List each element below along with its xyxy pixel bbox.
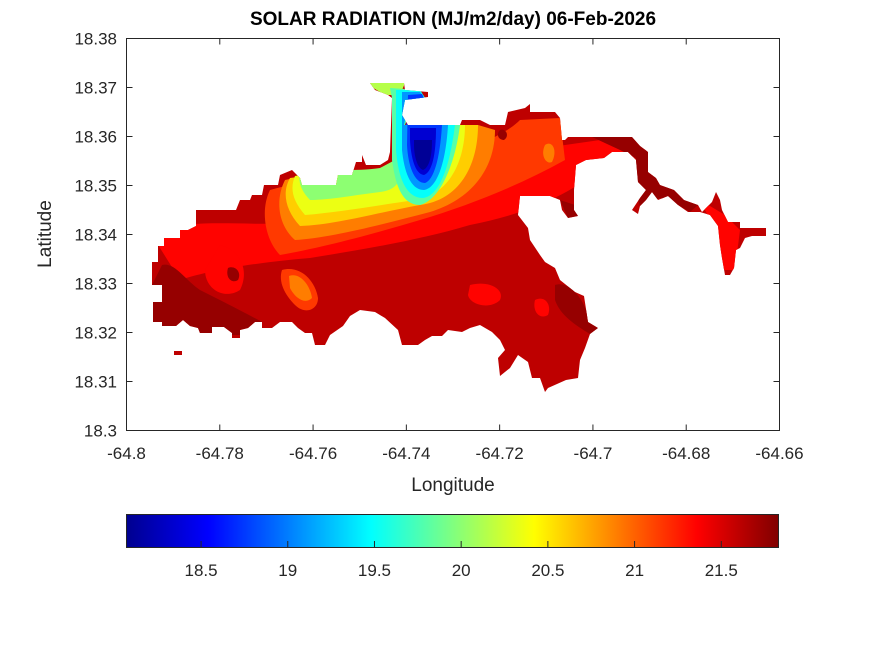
y-tick-label: 18.34 (74, 226, 117, 245)
y-tick-label: 18.32 (74, 324, 117, 343)
x-tick-label: -64.68 (662, 444, 710, 463)
band-core (414, 140, 432, 170)
y-tick-label: 18.31 (74, 373, 117, 392)
band-red-south2 (534, 298, 550, 317)
x-axis: -64.8 -64.78 -64.76 -64.74 -64.72 -64.7 -64.68… (107, 38, 804, 463)
y-tick-label: 18.37 (74, 79, 117, 98)
band-red-south (468, 283, 501, 306)
band-dark-spot-2 (497, 129, 507, 140)
band-darkest-ne2 (560, 200, 578, 218)
y-tick-label: 18.36 (74, 128, 117, 147)
land-region (152, 83, 766, 392)
y-tick-label: 18.35 (74, 177, 117, 196)
colorbar-tick-label: 18.5 (185, 561, 218, 580)
band-orange-east (543, 143, 555, 163)
x-tick-label: -64.74 (382, 444, 430, 463)
x-tick-label: -64.66 (755, 444, 803, 463)
x-tick-label: -64.78 (196, 444, 244, 463)
x-tick-label: -64.7 (574, 444, 613, 463)
y-axis: 18.3 18.31 18.32 18.33 18.34 18.35 18.36 18.37 1… (74, 30, 780, 441)
islet (174, 351, 182, 355)
colorbar-tick-label: 21.5 (705, 561, 738, 580)
band-green (299, 160, 400, 200)
band-orange-2 (289, 275, 312, 301)
colorbar-tick-label: 20.5 (531, 561, 564, 580)
band-darkest-se (555, 284, 598, 334)
band-red-west (205, 245, 244, 294)
colorbar (126, 514, 779, 548)
y-axis-label: Latitude (35, 200, 56, 268)
y-tick-label: 18.38 (74, 30, 117, 49)
colorbar-tick-label: 21 (625, 561, 644, 580)
contour-map (152, 83, 766, 392)
band-dark-spot (227, 267, 240, 282)
x-tick-label: -64.72 (476, 444, 524, 463)
x-axis-label: Longitude (411, 475, 494, 496)
colorbar-tick-label: 19.5 (358, 561, 391, 580)
band-darkest-sw (152, 264, 262, 335)
x-tick-label: -64.76 (289, 444, 337, 463)
x-tick-label: -64.8 (107, 444, 146, 463)
band-darkest-ne (592, 137, 698, 212)
chart-title: SOLAR RADIATION (MJ/m2/day) 06-Feb-2026 (250, 9, 656, 30)
contour-bands (152, 83, 740, 335)
colorbar-tick-label: 19 (278, 561, 297, 580)
colorbar-tick-label: 20 (452, 561, 471, 580)
y-tick-label: 18.3 (84, 422, 117, 441)
colorbar-ticks: 18.5 19 19.5 20 20.5 21 21.5 (185, 541, 738, 580)
y-tick-label: 18.33 (74, 275, 117, 294)
